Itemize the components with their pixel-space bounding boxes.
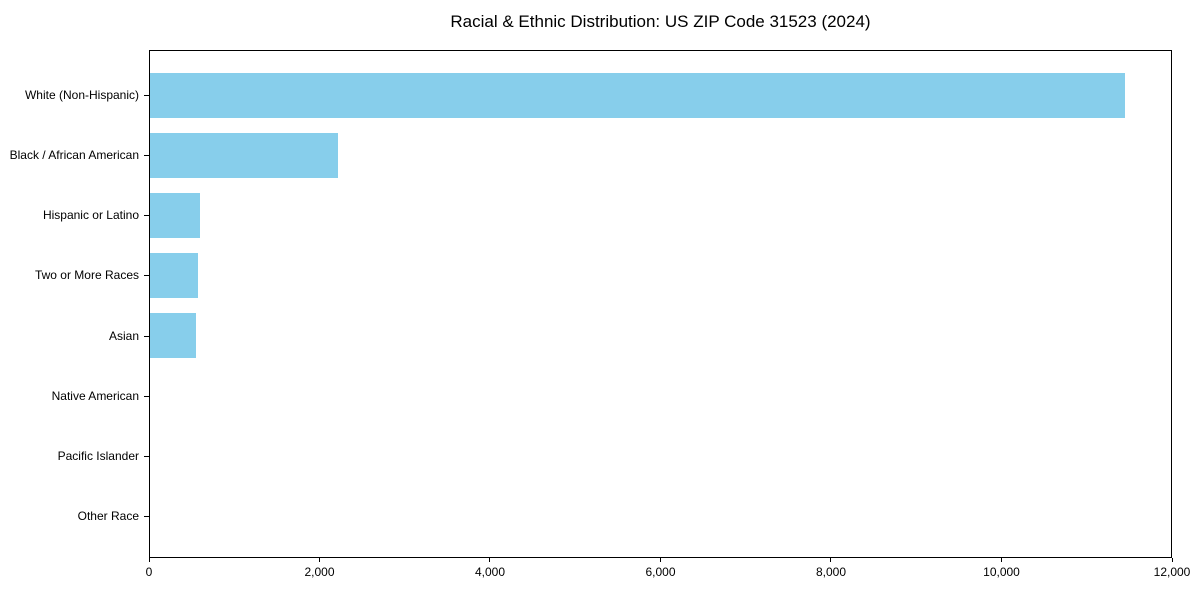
bar-row [150,126,1171,186]
x-tick-mark [489,558,491,562]
chart-title: Racial & Ethnic Distribution: US ZIP Cod… [450,12,871,31]
bar-row [150,186,1171,246]
x-tick-mark [148,558,150,562]
y-axis: White (Non-Hispanic) Black / African Amer… [0,50,149,558]
bar-row [150,425,1171,485]
bar-row [150,66,1171,126]
y-tick-label: Hispanic or Latino [0,185,149,245]
x-tick-mark [830,558,832,562]
bar [150,312,196,358]
y-tick-mark [144,455,149,457]
x-tick-mark [1171,558,1173,562]
x-tick-mark [660,558,661,562]
y-tick-label: Other Race [0,486,149,546]
bar-row [150,365,1171,425]
x-tick-mark [1001,558,1002,562]
y-tick-mark [144,215,149,217]
y-tick-mark [144,95,149,97]
bar [150,253,198,299]
bar [150,133,339,179]
y-tick-label: Pacific Islander [0,426,149,486]
x-tick-label: 8,000 [815,565,847,579]
x-axis: 0 2,000 4,000 6,000 8,000 10,000 12,000 [145,558,1190,594]
x-tick-label: 10,000 [983,565,1020,579]
x-tick-label: 6,000 [645,565,676,579]
x-tick-label: 12,000 [1153,565,1191,579]
x-tick-mark [318,558,320,562]
y-tick-mark [144,155,149,157]
y-tick-mark [144,275,149,277]
bar-row [150,246,1171,306]
plot-area [149,50,1172,558]
y-tick-mark [144,335,149,337]
y-tick-label: Native American [0,366,149,426]
x-tick-label: 0 [145,565,153,579]
y-tick-label: Black / African American [0,125,149,185]
bar [150,73,1126,119]
y-tick-label: Asian [0,306,149,366]
y-tick-label: White (Non-Hispanic) [0,65,149,125]
bar-row [150,485,1171,545]
x-tick-label: 4,000 [474,565,506,579]
y-tick-label: Two or More Races [0,245,149,305]
y-tick-mark [144,395,149,397]
y-tick-mark [144,515,149,517]
bar-row [150,306,1171,366]
bar [150,193,201,239]
x-tick-label: 2,000 [304,565,335,579]
